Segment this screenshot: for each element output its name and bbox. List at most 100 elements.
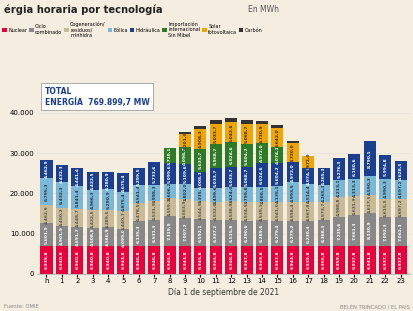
Bar [86, 246, 98, 274]
Text: 3.720,1: 3.720,1 [167, 146, 171, 165]
Text: 4.008,3: 4.008,3 [198, 170, 202, 189]
Text: En MWh: En MWh [248, 5, 279, 14]
Text: 4.265,3: 4.265,3 [321, 184, 325, 202]
Bar [378, 179, 390, 199]
Text: 6.279,2: 6.279,2 [290, 224, 294, 242]
Text: 5.109,6: 5.109,6 [183, 165, 187, 183]
Bar [102, 246, 114, 274]
Text: 4.462,9: 4.462,9 [44, 205, 48, 224]
Text: 4.514,4: 4.514,4 [306, 184, 309, 203]
Text: 4.993,5: 4.993,5 [290, 183, 294, 202]
Text: 8.130,9: 8.130,9 [367, 220, 371, 239]
Bar [40, 223, 52, 246]
Text: 5.968,7: 5.968,7 [214, 147, 217, 165]
X-axis label: Día 1 de septiembre de 2021: Día 1 de septiembre de 2021 [168, 288, 278, 297]
Bar [255, 121, 267, 124]
Bar [40, 246, 52, 274]
Text: 4.135,1: 4.135,1 [275, 185, 279, 203]
Bar [133, 168, 145, 185]
Text: 4.541,4: 4.541,4 [137, 185, 140, 203]
Text: 6.943,8: 6.943,8 [290, 250, 294, 269]
Bar [240, 144, 252, 167]
Bar [194, 172, 206, 188]
Text: 4.590,3: 4.590,3 [367, 176, 371, 195]
Bar [209, 188, 221, 202]
Text: 6.289,6: 6.289,6 [259, 224, 263, 242]
Bar [240, 246, 252, 274]
Text: 6.939,8: 6.939,8 [306, 250, 309, 269]
Text: 3.800,5: 3.800,5 [259, 185, 263, 204]
Bar [56, 246, 68, 274]
Text: 4.422,5: 4.422,5 [90, 210, 95, 228]
Bar [71, 186, 83, 209]
Bar [240, 202, 252, 220]
Bar [194, 129, 206, 149]
Text: 6.024,6: 6.024,6 [259, 166, 263, 184]
Text: 4.213,1: 4.213,1 [336, 179, 340, 197]
Bar [117, 173, 129, 192]
Text: 4.966,3: 4.966,3 [90, 191, 95, 209]
Text: 4.450,2: 4.450,2 [60, 208, 64, 226]
Text: 6.940,8: 6.940,8 [90, 250, 95, 269]
Text: 4.462,9: 4.462,9 [44, 160, 48, 179]
Bar [40, 160, 52, 178]
Bar [102, 189, 114, 210]
Bar [394, 161, 406, 180]
Text: 6.947,8: 6.947,8 [275, 250, 279, 269]
Bar [194, 201, 206, 219]
Text: 6.943,8: 6.943,8 [183, 250, 187, 269]
Text: 6.937,8: 6.937,8 [398, 251, 402, 269]
Text: 6.135,3: 6.135,3 [137, 224, 140, 243]
Text: 4.289,6: 4.289,6 [106, 210, 110, 228]
Text: 6.940,8: 6.940,8 [106, 250, 110, 269]
Bar [348, 246, 360, 274]
Text: 4.566,9: 4.566,9 [106, 227, 110, 246]
Bar [148, 201, 160, 220]
Text: 6.947,8: 6.947,8 [244, 250, 248, 269]
Bar [194, 149, 206, 172]
Text: 4.972,0: 4.972,0 [290, 163, 294, 182]
Bar [240, 220, 252, 246]
Bar [348, 197, 360, 215]
Bar [179, 164, 191, 184]
Text: 5.099,6: 5.099,6 [167, 164, 171, 183]
Bar [286, 246, 298, 274]
Bar [163, 198, 175, 216]
Bar [394, 180, 406, 198]
Text: 3.335,2: 3.335,2 [198, 185, 202, 203]
Text: 6.337,2: 6.337,2 [214, 224, 217, 242]
Bar [301, 168, 313, 184]
Text: 4.441,4: 4.441,4 [75, 167, 79, 186]
Text: 6.024,6: 6.024,6 [229, 145, 233, 164]
Bar [378, 217, 390, 246]
Bar [394, 198, 406, 217]
Text: 3.606,2: 3.606,2 [167, 182, 171, 200]
Bar [163, 163, 175, 183]
Text: 4.538,9: 4.538,9 [229, 201, 233, 220]
Bar [286, 182, 298, 202]
Text: 4.990,3: 4.990,3 [382, 179, 386, 198]
Bar [363, 176, 375, 195]
Text: 7.319,9: 7.319,9 [167, 222, 171, 240]
Bar [133, 246, 145, 274]
Text: érgia horaria por tecnología: érgia horaria por tecnología [4, 5, 162, 15]
Bar [378, 246, 390, 274]
Text: 5.033,7: 5.033,7 [214, 125, 217, 143]
Text: 4.691,7: 4.691,7 [75, 227, 79, 246]
Text: 4.697,2: 4.697,2 [398, 199, 402, 217]
Text: 6.948,8: 6.948,8 [229, 250, 233, 269]
Text: TOTAL
ENERGÍA  769.899,7 MW: TOTAL ENERGÍA 769.899,7 MW [45, 87, 149, 107]
Text: 6.940,8: 6.940,8 [75, 250, 79, 269]
Text: 5.604,2: 5.604,2 [244, 146, 248, 165]
Bar [225, 187, 237, 201]
Text: 4.988,8: 4.988,8 [336, 197, 340, 216]
Text: 6.955,8: 6.955,8 [321, 251, 325, 269]
Text: 4.074,1: 4.074,1 [275, 146, 279, 165]
Bar [378, 199, 390, 217]
Text: 4.432,3: 4.432,3 [60, 164, 64, 183]
Text: 4.098,3: 4.098,3 [183, 146, 187, 165]
Bar [148, 185, 160, 201]
Text: 6.432,3: 6.432,3 [60, 186, 64, 205]
Bar [209, 124, 221, 144]
Text: 7.235,6: 7.235,6 [336, 222, 340, 240]
